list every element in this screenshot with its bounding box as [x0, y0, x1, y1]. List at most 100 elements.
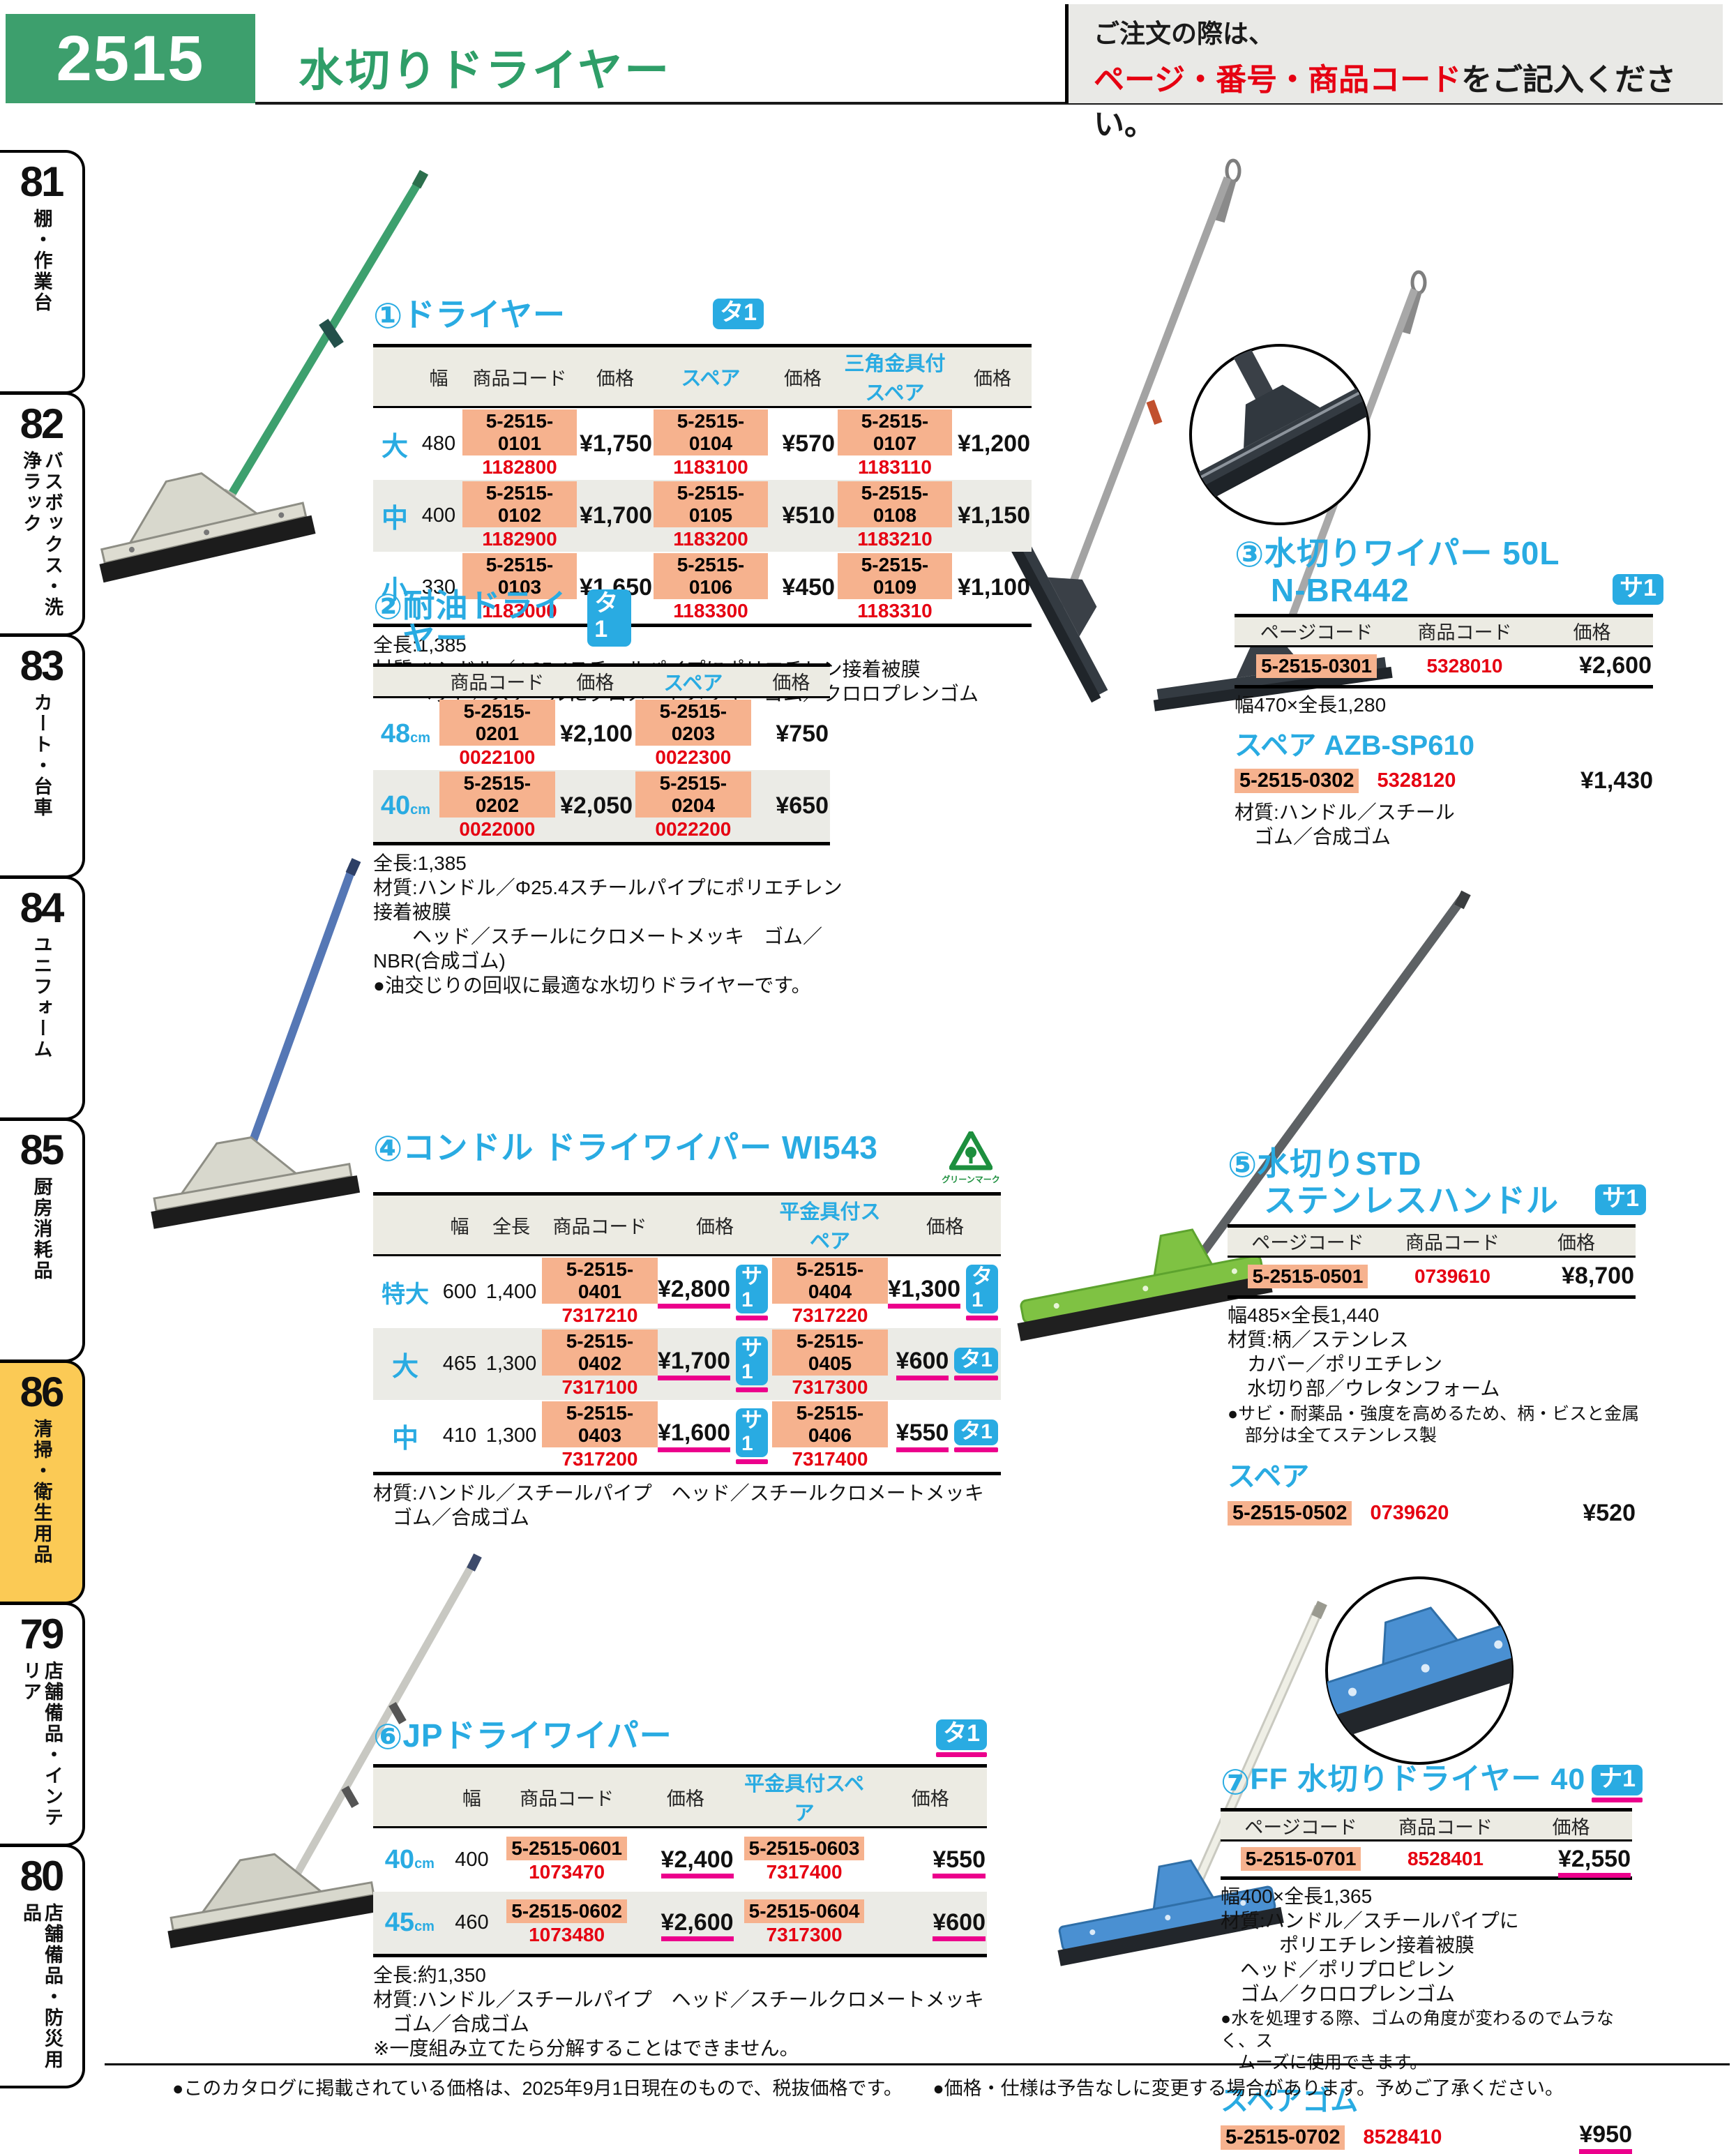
price: ¥1,100	[958, 574, 1030, 601]
col-header-spare: スペア	[652, 345, 769, 408]
page-code: 5-2515-0101	[462, 409, 577, 455]
item-code: 7317300	[792, 1376, 868, 1398]
spec-note: ゴム／合成ゴム	[373, 2013, 530, 2035]
page-code: 5-2515-0109	[838, 553, 952, 599]
squeegee-image-5	[1017, 890, 1471, 1341]
section-title: コンドル ドライワイパー WI543	[402, 1129, 878, 1166]
page-code: 5-2515-0604	[744, 1899, 865, 1924]
col-header-spare: 平金具付スペア	[771, 1193, 889, 1256]
page-code: 5-2515-0108	[838, 481, 952, 527]
col-header: 価格	[953, 345, 1032, 408]
feature-note: ●水を処理する際、ゴムの角度が変わるのでムラなく、ス	[1221, 2009, 1614, 2051]
page-code: 5-2515-0301	[1256, 654, 1377, 678]
item-code: 0022100	[459, 746, 536, 768]
section-title: FF 水切りドライヤー 40	[1250, 1763, 1586, 1796]
price: ¥550	[896, 1419, 949, 1452]
feature-note: ●油交じりの回収に最適な水切りドライヤーです。	[373, 974, 811, 996]
tab-label: 棚・作業台	[31, 209, 52, 313]
spec-note: 材質:ハンドル／スチールパイプ ヘッド／スチールクロメートメッキ	[373, 1989, 984, 2011]
product-table-7: ページコード 商品コード 価格 5-2515-0701 8528401 ¥2,5…	[1221, 1808, 1632, 1881]
size-label: 小	[381, 576, 408, 605]
section-6-title-row: ⑥ JPドライワイパー タ1	[373, 1719, 987, 1757]
circled-number: ④	[373, 1129, 403, 1168]
price: ¥2,550	[1558, 1845, 1631, 1878]
price: ¥8,700	[1562, 1263, 1634, 1290]
sidebar-tab-83[interactable]: 83 カート・台車	[0, 634, 85, 878]
tab-label: バスボックス・洗浄ラック	[20, 451, 63, 618]
circled-number: ①	[373, 296, 403, 336]
table-row: 大 480 5-2515-0101 1182800 ¥1,750 5-2515-0…	[373, 407, 1032, 481]
page-code: 5-2515-0105	[654, 481, 768, 527]
page-code: 5-2515-0402	[542, 1330, 658, 1376]
tab-label: 店舗備品・防災用品	[20, 1903, 63, 2070]
green-mark-icon	[949, 1131, 992, 1170]
item-code: 5328010	[1426, 654, 1503, 677]
circled-number: ⑥	[373, 1717, 403, 1756]
feature-note: 部分は全てステンレス製	[1228, 1426, 1437, 1446]
green-mark-logo: グリーンマーク	[941, 1131, 1001, 1185]
col-header: 商品コード	[1381, 1809, 1510, 1842]
section-condor-drywiper: ④ コンドル ドライワイパー WI543 グリーンマーク 幅 全長 商品コード …	[373, 1131, 1001, 1530]
section-title-line2: ステンレスハンドル	[1264, 1182, 1559, 1219]
page-code: 5-2515-0103	[462, 553, 577, 599]
table-row: 48cm 5-2515-0201 0022100 ¥2,100 5-2515-02…	[373, 697, 830, 770]
model-number: N-BR442	[1271, 572, 1410, 608]
price: ¥1,600	[658, 1419, 730, 1452]
table-row: 中 400 5-2515-0102 1182900 ¥1,700 5-2515-0…	[373, 480, 1032, 552]
spec-note: ゴム／合成ゴム	[1235, 825, 1391, 848]
head-detail-inset-7	[1325, 1576, 1514, 1765]
spec-note: 全長:約1,350	[373, 1964, 486, 1987]
price: ¥2,050	[559, 792, 633, 819]
caution-note: ※一度組み立てたら分解することはできません。	[373, 2038, 799, 2060]
sidebar-tab-82[interactable]: 82 バスボックス・洗浄ラック	[0, 392, 85, 636]
tab-label: ユニフォーム	[31, 935, 52, 1060]
col-header: 商品コード	[437, 665, 557, 698]
section-title: ドライヤー	[402, 296, 566, 333]
tab-label: カート・台車	[31, 693, 52, 818]
page-code: 5-2515-0202	[439, 771, 555, 818]
page-code: 5-2515-0403	[542, 1401, 658, 1447]
item-code: 1183100	[673, 456, 748, 478]
size-label: 40	[380, 790, 411, 820]
col-header: 価格	[659, 1193, 771, 1256]
page-number-box: 2515	[6, 14, 255, 103]
page-code: 5-2515-0401	[542, 1258, 658, 1304]
order-note-line1: ご注文の際は、	[1094, 20, 1274, 48]
col-header: 商品コード	[461, 345, 578, 408]
spec-note: 全長:1,385	[373, 852, 467, 874]
catalog-badge: タ1	[966, 1264, 998, 1313]
size-note: 幅485×全長1,440	[1228, 1304, 1380, 1326]
page-code: 5-2515-0106	[654, 553, 768, 599]
spare-label: スペア	[1228, 1461, 1310, 1493]
sidebar-tab-85[interactable]: 85 厨房消耗品	[0, 1118, 85, 1362]
sidebar-tab-84[interactable]: 84 ユニフォーム	[0, 876, 85, 1120]
code-cell: 5-2515-0104 1183100	[652, 407, 769, 481]
size-label: 45	[384, 1908, 415, 1938]
header-divider	[255, 102, 1723, 105]
tab-number: 82	[20, 400, 65, 447]
squeegee-image-4	[151, 858, 361, 1229]
catalog-badge: タ1	[954, 1419, 998, 1445]
col-header-spare: スペア	[633, 665, 753, 698]
size-unit: cm	[410, 801, 431, 818]
price: ¥1,200	[958, 430, 1030, 457]
price: ¥1,700	[658, 1348, 730, 1380]
price: ¥2,400	[661, 1846, 734, 1879]
section-title: 水切りワイパー 50L	[1264, 535, 1560, 571]
price: ¥1,750	[580, 430, 652, 457]
sidebar-tab-79[interactable]: 79 店舗備品・インテリア	[0, 1602, 85, 1846]
sidebar-tab-80[interactable]: 80 店舗備品・防災用品	[0, 1844, 85, 2088]
order-note-red: ページ・番号・商品コード	[1094, 63, 1462, 97]
table-row: 5-2515-0501 0739610 ¥8,700	[1228, 1256, 1636, 1297]
item-code: 1182800	[482, 456, 557, 478]
price: ¥550	[933, 1846, 986, 1879]
item-code: 5328120	[1377, 769, 1456, 792]
page-code: 5-2515-0502	[1228, 1501, 1352, 1526]
col-header-spare: 三角金具付スペア	[836, 345, 953, 408]
item-code: 1182900	[482, 528, 557, 550]
spec-note: ゴム／クロロプレンゴム	[1221, 1983, 1456, 2005]
col-header: 価格	[769, 345, 836, 408]
sidebar-tab-81[interactable]: 81 棚・作業台	[0, 150, 85, 394]
sidebar-tab-86-active[interactable]: 86 清掃・衛生用品	[0, 1360, 85, 1604]
price: ¥1,150	[958, 502, 1030, 529]
